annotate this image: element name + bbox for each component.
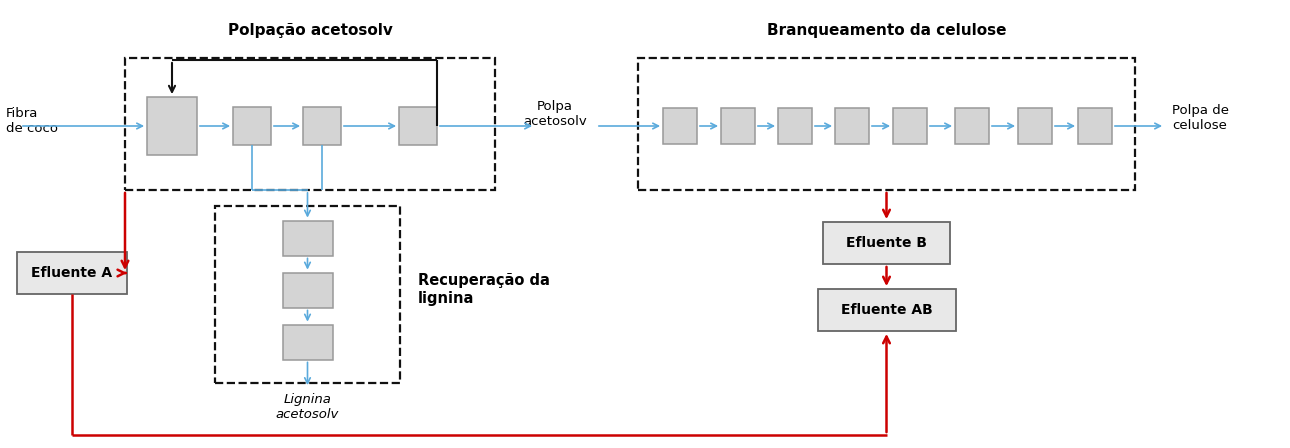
FancyBboxPatch shape: [823, 222, 951, 264]
FancyBboxPatch shape: [818, 289, 956, 331]
FancyBboxPatch shape: [399, 107, 437, 145]
FancyBboxPatch shape: [835, 108, 869, 144]
Text: Recuperação da
lignina: Recuperação da lignina: [418, 273, 550, 306]
FancyBboxPatch shape: [721, 108, 755, 144]
FancyBboxPatch shape: [1078, 108, 1112, 144]
FancyBboxPatch shape: [955, 108, 989, 144]
FancyBboxPatch shape: [147, 97, 197, 155]
Bar: [125, 58, 495, 190]
Text: Efluente B: Efluente B: [846, 236, 928, 250]
Text: Polpação acetosolv: Polpação acetosolv: [227, 23, 392, 38]
FancyBboxPatch shape: [283, 324, 333, 359]
FancyBboxPatch shape: [663, 108, 697, 144]
Text: Polpa de
celulose: Polpa de celulose: [1173, 104, 1229, 132]
FancyBboxPatch shape: [1018, 108, 1053, 144]
Bar: [639, 58, 1135, 190]
FancyBboxPatch shape: [893, 108, 928, 144]
Text: Efluente AB: Efluente AB: [841, 303, 933, 317]
FancyBboxPatch shape: [283, 272, 333, 307]
Text: Polpa
acetosolv: Polpa acetosolv: [524, 100, 587, 128]
Text: Lignina
acetosolv: Lignina acetosolv: [276, 393, 339, 421]
Text: Branqueamento da celulose: Branqueamento da celulose: [766, 23, 1006, 38]
FancyBboxPatch shape: [283, 220, 333, 255]
Text: Fibra
de coco: Fibra de coco: [6, 107, 58, 135]
Text: Efluente A: Efluente A: [31, 266, 112, 280]
FancyBboxPatch shape: [17, 252, 126, 294]
FancyBboxPatch shape: [303, 107, 341, 145]
FancyBboxPatch shape: [778, 108, 811, 144]
FancyBboxPatch shape: [233, 107, 271, 145]
Bar: [215, 206, 400, 383]
